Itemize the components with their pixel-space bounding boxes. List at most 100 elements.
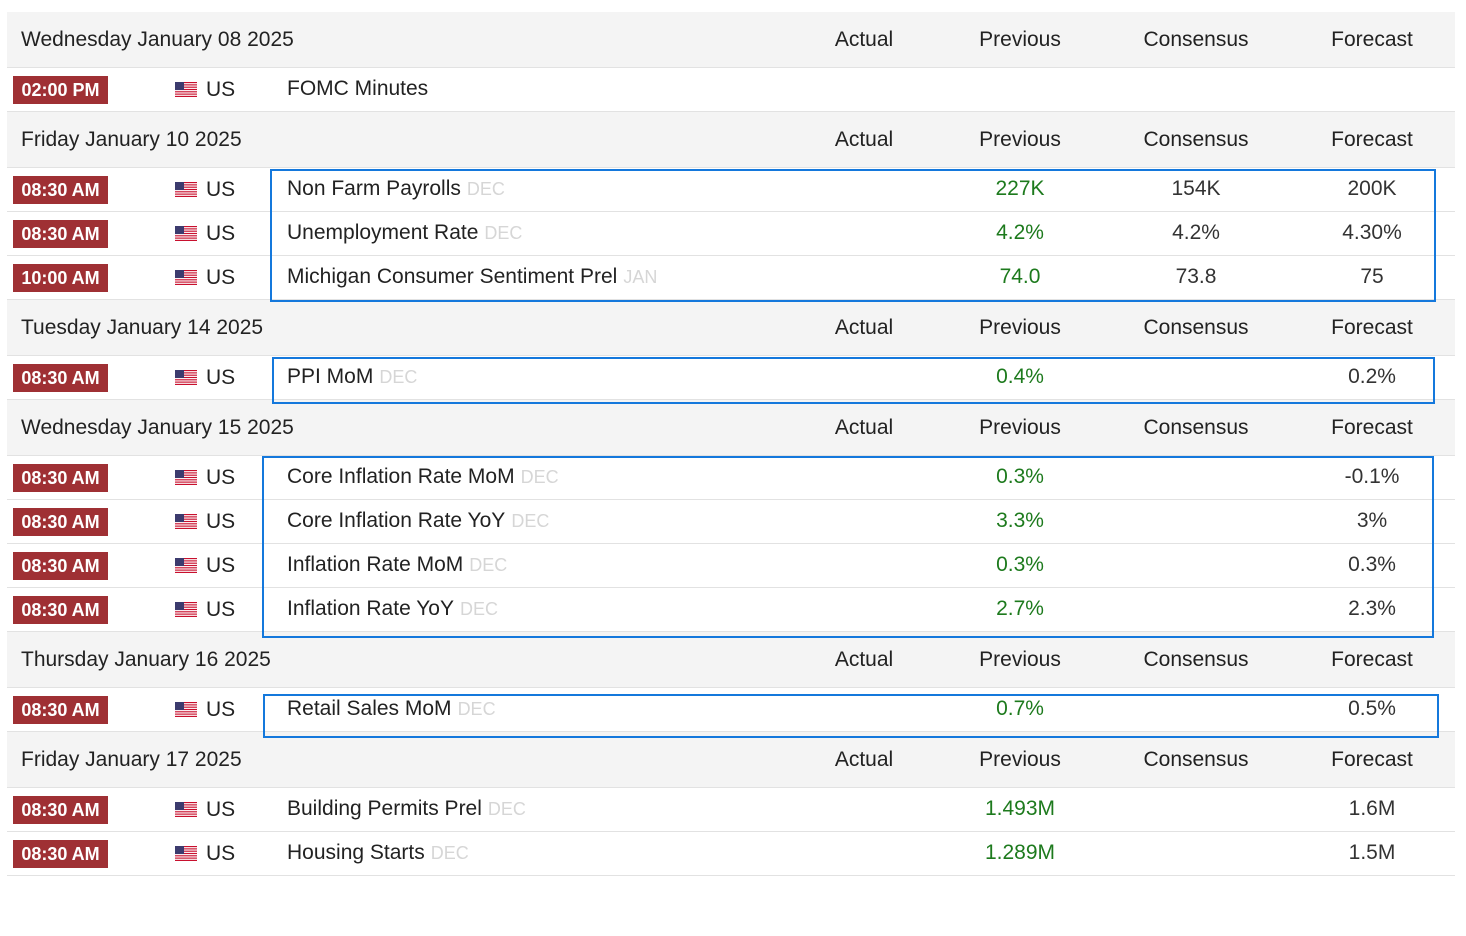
reference-period: DEC: [430, 843, 469, 863]
event-name-link[interactable]: Non Farm Payrolls DEC: [287, 168, 505, 210]
economic-calendar-table: Wednesday January 08 2025 Actual Previous C…: [7, 12, 1455, 876]
column-header-consensus: Consensus: [1143, 128, 1249, 151]
time-badge: 08:30 AM: [13, 220, 108, 248]
column-header-actual: Actual: [834, 648, 894, 671]
column-header-actual: Actual: [834, 128, 894, 151]
us-flag-icon: [175, 226, 197, 241]
forecast-value: 4.30%: [1342, 221, 1402, 244]
previous-value: 0.7%: [996, 697, 1044, 720]
column-header-previous: Previous: [979, 748, 1061, 771]
event-row[interactable]: 08:30 AM US Retail Sales MoM DEC 0.7% 0.5%: [7, 688, 1455, 732]
us-flag-icon: [175, 270, 197, 285]
reference-period: DEC: [511, 511, 550, 531]
column-header-previous: Previous: [979, 416, 1061, 439]
date-header: Friday January 10 2025 Actual Previous Cons…: [7, 112, 1455, 168]
event-row[interactable]: 02:00 PM US FOMC Minutes: [7, 68, 1455, 112]
date-header: Friday January 17 2025 Actual Previous Cons…: [7, 732, 1455, 788]
previous-value: 1.289M: [984, 841, 1056, 864]
column-header-forecast: Forecast: [1331, 416, 1413, 439]
event-name: Unemployment Rate: [287, 221, 479, 244]
reference-period: DEC: [459, 599, 498, 619]
column-header-previous: Previous: [979, 28, 1061, 51]
column-header-actual: Actual: [834, 416, 894, 439]
event-name: Retail Sales MoM: [287, 697, 452, 720]
column-header-consensus: Consensus: [1143, 416, 1249, 439]
event-name-link[interactable]: Inflation Rate YoY DEC: [287, 588, 498, 630]
event-name-link[interactable]: PPI MoM DEC: [287, 356, 417, 398]
event-row[interactable]: 08:30 AM US Core Inflation Rate YoY DEC 3.3%…: [7, 500, 1455, 544]
event-row[interactable]: 08:30 AM US Housing Starts DEC 1.289M 1.5M: [7, 832, 1455, 876]
event-name-link[interactable]: Core Inflation Rate MoM DEC: [287, 456, 559, 498]
date-header: Thursday January 16 2025 Actual Previous Co…: [7, 632, 1455, 688]
time-badge: 08:30 AM: [13, 464, 108, 492]
event-name-link[interactable]: Core Inflation Rate YoY DEC: [287, 500, 549, 542]
country-code: US: [206, 798, 236, 821]
event-row[interactable]: 10:00 AM US Michigan Consumer Sentiment Pr…: [7, 256, 1455, 300]
event-row[interactable]: 08:30 AM US PPI MoM DEC 0.4% 0.2%: [7, 356, 1455, 400]
previous-value: 1.493M: [984, 797, 1056, 820]
country-code: US: [206, 698, 236, 721]
time-badge: 08:30 AM: [13, 596, 108, 624]
event-row[interactable]: 08:30 AM US Building Permits Prel DEC 1.493M…: [7, 788, 1455, 832]
country-code: US: [206, 554, 236, 577]
time-badge: 08:30 AM: [13, 840, 108, 868]
column-header-previous: Previous: [979, 128, 1061, 151]
us-flag-icon: [175, 82, 197, 97]
previous-value: 3.3%: [996, 509, 1044, 532]
event-name: Housing Starts: [287, 841, 425, 864]
event-name-link[interactable]: Retail Sales MoM DEC: [287, 688, 496, 730]
event-name: Core Inflation Rate MoM: [287, 465, 515, 488]
reference-period: DEC: [457, 699, 496, 719]
previous-value: 4.2%: [996, 221, 1044, 244]
country-code: US: [206, 222, 236, 245]
forecast-value: -0.1%: [1344, 465, 1400, 488]
column-header-forecast: Forecast: [1331, 648, 1413, 671]
event-name: Building Permits Prel: [287, 797, 482, 820]
event-name-link[interactable]: Unemployment Rate DEC: [287, 212, 522, 254]
event-name-link[interactable]: Building Permits Prel DEC: [287, 788, 526, 830]
us-flag-icon: [175, 370, 197, 385]
previous-value: 0.4%: [996, 365, 1044, 388]
time-badge: 08:30 AM: [13, 796, 108, 824]
date-label: Wednesday January 08 2025: [21, 28, 294, 51]
time-badge: 02:00 PM: [13, 76, 108, 104]
event-name-link[interactable]: Michigan Consumer Sentiment Prel JAN: [287, 256, 657, 298]
us-flag-icon: [175, 182, 197, 197]
forecast-value: 0.2%: [1348, 365, 1396, 388]
column-header-forecast: Forecast: [1331, 28, 1413, 51]
previous-value: 0.3%: [996, 553, 1044, 576]
date-label: Wednesday January 15 2025: [21, 416, 294, 439]
consensus-value: 4.2%: [1172, 221, 1220, 244]
event-name-link[interactable]: Housing Starts DEC: [287, 832, 469, 874]
column-header-consensus: Consensus: [1143, 28, 1249, 51]
column-header-consensus: Consensus: [1143, 316, 1249, 339]
column-header-actual: Actual: [834, 316, 894, 339]
reference-period: DEC: [484, 223, 523, 243]
date-header: Wednesday January 08 2025 Actual Previous C…: [7, 12, 1455, 68]
reference-period: DEC: [379, 367, 418, 387]
forecast-value: 1.6M: [1348, 797, 1396, 820]
event-row[interactable]: 08:30 AM US Inflation Rate YoY DEC 2.7% 2.3%: [7, 588, 1455, 632]
event-name: Michigan Consumer Sentiment Prel: [287, 265, 618, 288]
date-label: Friday January 10 2025: [21, 128, 242, 151]
forecast-value: 0.3%: [1348, 553, 1396, 576]
event-row[interactable]: 08:30 AM US Core Inflation Rate MoM DEC 0.3%…: [7, 456, 1455, 500]
event-name: FOMC Minutes: [287, 77, 429, 100]
event-name-link[interactable]: FOMC Minutes: [287, 68, 428, 109]
previous-value: 227K: [995, 177, 1045, 200]
event-name-link[interactable]: Inflation Rate MoM DEC: [287, 544, 507, 586]
country-code: US: [206, 598, 236, 621]
column-header-previous: Previous: [979, 316, 1061, 339]
forecast-value: 200K: [1347, 177, 1397, 200]
country-code: US: [206, 178, 236, 201]
reference-period: DEC: [469, 555, 508, 575]
event-row[interactable]: 08:30 AM US Unemployment Rate DEC 4.2% 4.2% 4.…: [7, 212, 1455, 256]
time-badge: 08:30 AM: [13, 696, 108, 724]
column-header-consensus: Consensus: [1143, 748, 1249, 771]
event-row[interactable]: 08:30 AM US Non Farm Payrolls DEC 227K 154K 20…: [7, 168, 1455, 212]
column-header-forecast: Forecast: [1331, 316, 1413, 339]
country-code: US: [206, 266, 236, 289]
country-code: US: [206, 510, 236, 533]
event-row[interactable]: 08:30 AM US Inflation Rate MoM DEC 0.3% 0.3%: [7, 544, 1455, 588]
us-flag-icon: [175, 602, 197, 617]
